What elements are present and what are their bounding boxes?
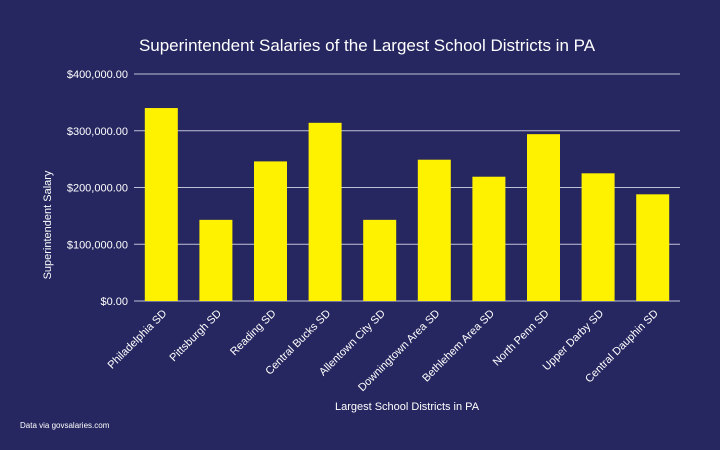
y-axis-label: Superintendent Salary [42,170,54,279]
bar [363,219,397,301]
bar [636,194,670,301]
y-tick-label: $0.00 [100,296,128,308]
x-axis-label: Largest School Districts in PA [335,401,480,413]
bar [254,161,287,301]
x-tick-label: North Penn SD [491,308,552,369]
bars [144,108,670,302]
y-tick-label: $200,000.00 [67,183,128,195]
y-axis-ticks: $0.00 $100,000.00 $200,000.00 $300,000.00 $4… [67,69,128,308]
bar [199,219,233,301]
x-tick-label: Pittsburgh SD [168,308,225,365]
bar [581,173,615,301]
x-tick-label: Philadelphia SD [106,308,170,372]
bar [417,159,451,301]
chart-title: Superintendent Salaries of the Largest S… [139,36,596,55]
y-tick-label: $400,000.00 [67,69,128,81]
y-tick-label: $300,000.00 [67,126,128,138]
source-footnote: Data via govsalaries.com [20,421,110,430]
bar [144,108,178,301]
y-tick-label: $100,000.00 [67,239,128,251]
bar [472,176,506,301]
x-tick-label: Reading SD [228,308,278,358]
bar [308,122,342,302]
bar [527,134,560,301]
